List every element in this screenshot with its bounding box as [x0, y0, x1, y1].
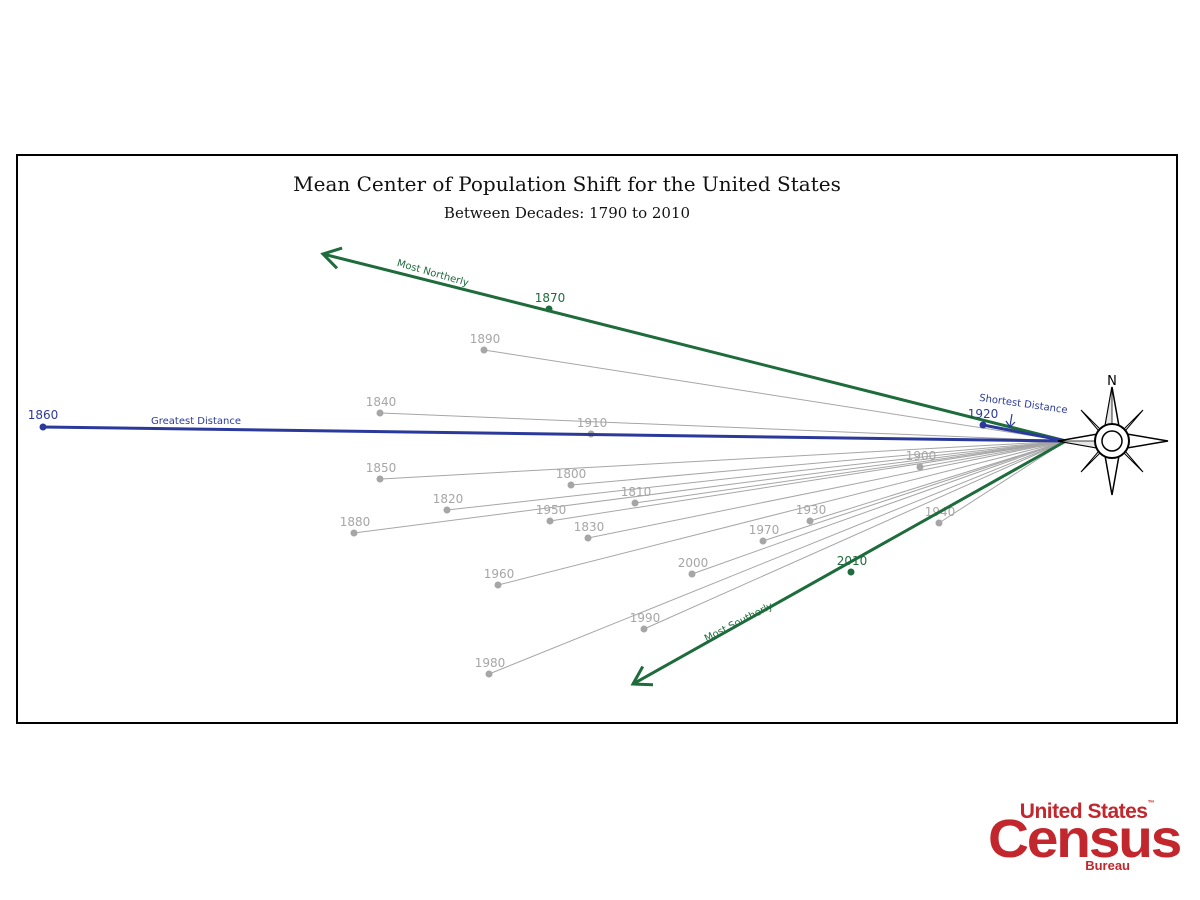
logo-line1: United States™: [1019, 800, 1155, 823]
center-point-1940: [935, 519, 943, 527]
center-point-1920: [979, 421, 987, 429]
center-point-1860: [39, 423, 47, 431]
year-label-1820: 1820: [433, 492, 464, 506]
shift-line-1950: [549, 440, 1067, 522]
year-label-1990: 1990: [630, 611, 661, 625]
center-point-1990: [640, 625, 648, 633]
center-point-1820: [443, 506, 451, 514]
shift-line-1810: [634, 440, 1067, 504]
center-point-2010: [847, 568, 855, 576]
center-point-1960: [494, 581, 502, 589]
shortest-pointer-icon: [1005, 413, 1016, 428]
annotation-2010: Most Southerly: [703, 601, 775, 645]
annotation-1860: Greatest Distance: [151, 416, 241, 427]
center-point-1930: [806, 517, 814, 525]
census-bureau-logo: United States™ Census Bureau: [988, 800, 1182, 880]
year-label-1930: 1930: [796, 503, 827, 517]
year-label-1980: 1980: [475, 656, 506, 670]
center-point-1800: [567, 481, 575, 489]
center-point-1870: [545, 305, 553, 313]
compass-north-label: N: [1107, 374, 1117, 389]
shift-line-1860: [42, 425, 1067, 443]
shift-rays: 1800181018201830184018501880189019001910…: [28, 246, 1068, 687]
shift-line-1830: [587, 440, 1067, 539]
year-label-1970: 1970: [749, 523, 780, 537]
logo-line2: Census: [988, 809, 1182, 869]
year-label-2010: 2010: [837, 554, 868, 568]
shift-line-1990: [643, 440, 1067, 630]
center-point-1840: [376, 409, 384, 417]
year-label-1870: 1870: [535, 291, 566, 305]
year-label-1840: 1840: [366, 395, 397, 409]
center-point-1970: [759, 537, 767, 545]
shift-line-2000: [691, 440, 1067, 575]
center-point-1980: [485, 670, 493, 678]
year-label-1880: 1880: [340, 515, 371, 529]
shift-line-1870: [322, 252, 1067, 443]
shift-line-1800: [570, 440, 1067, 486]
shift-line-1890: [483, 349, 1067, 442]
center-point-1810: [631, 499, 639, 507]
arrowhead-icon-1870: [320, 246, 343, 270]
compass-rose-icon: [1057, 386, 1169, 496]
shift-line-1940: [938, 440, 1067, 524]
year-label-2000: 2000: [678, 556, 709, 570]
diagram-subtitle: Between Decades: 1790 to 2010: [443, 204, 691, 222]
diagram-frame: [16, 154, 1178, 724]
shift-line-1850: [379, 440, 1067, 480]
shift-line-1880: [353, 440, 1067, 534]
year-label-1920: 1920: [968, 407, 999, 421]
center-point-1850: [376, 475, 384, 483]
year-label-1800: 1800: [556, 467, 587, 481]
year-label-1900: 1900: [906, 449, 937, 463]
center-point-2000: [688, 570, 696, 578]
center-point-1950: [546, 517, 554, 525]
shift-line-1820: [446, 440, 1067, 511]
center-point-1880: [350, 529, 358, 537]
shift-line-1900: [919, 440, 1067, 468]
diagram-title: Mean Center of Population Shift for the …: [293, 172, 841, 196]
center-point-1900: [916, 463, 924, 471]
shift-line-1970: [762, 440, 1067, 542]
shift-line-1980: [488, 440, 1067, 675]
year-label-1890: 1890: [470, 332, 501, 346]
year-label-1960: 1960: [484, 567, 515, 581]
year-label-1860: 1860: [28, 408, 59, 422]
arrowhead-icon-2010: [630, 665, 654, 687]
year-label-1910: 1910: [577, 416, 608, 430]
year-label-1950: 1950: [536, 503, 567, 517]
shift-line-1840: [379, 412, 1067, 442]
logo-line3: Bureau: [1085, 858, 1130, 873]
year-label-1850: 1850: [366, 461, 397, 475]
shift-line-2010: [632, 439, 1067, 686]
shift-line-1960: [497, 440, 1067, 586]
shift-line-1920: [982, 423, 1067, 443]
year-label-1830: 1830: [574, 520, 605, 534]
center-point-1890: [480, 346, 488, 354]
shift-line-1930: [809, 440, 1067, 522]
center-point-1830: [584, 534, 592, 542]
